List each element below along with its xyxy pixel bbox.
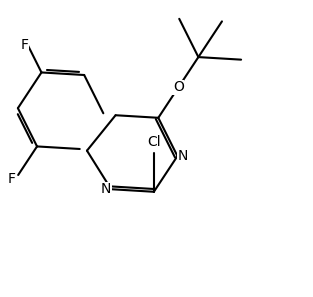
Text: N: N xyxy=(101,182,111,196)
Text: N: N xyxy=(177,149,188,163)
Text: F: F xyxy=(8,172,16,186)
Text: O: O xyxy=(173,80,184,94)
Text: F: F xyxy=(20,38,28,52)
Text: Cl: Cl xyxy=(147,135,161,149)
